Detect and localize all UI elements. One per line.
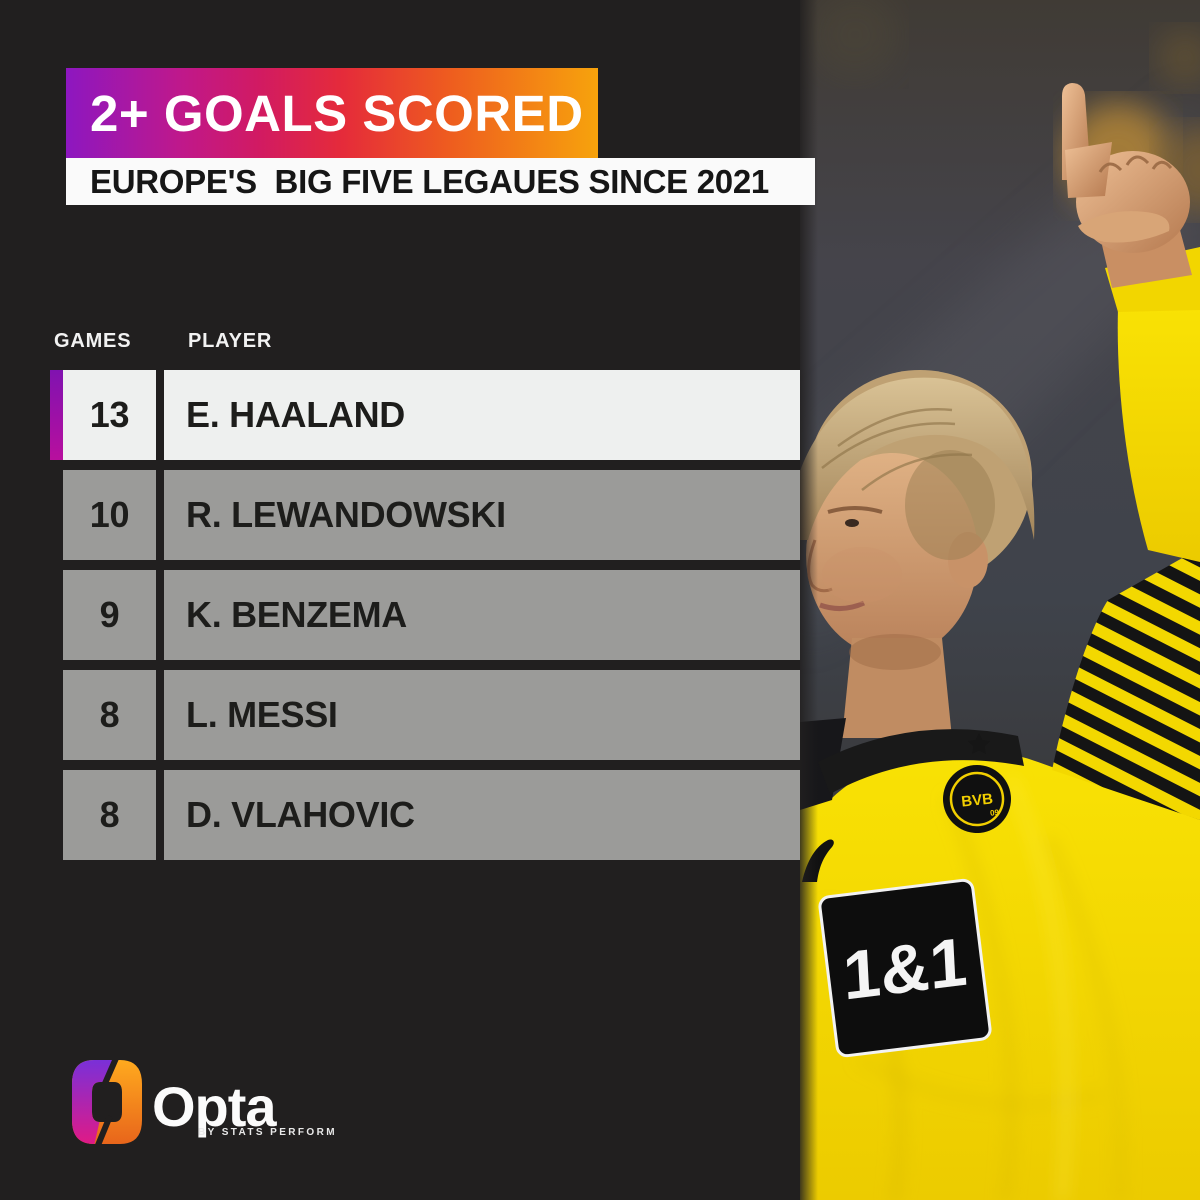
rank-accent-strip — [50, 770, 63, 860]
player-figure: BVB 09 1&1 — [800, 83, 1200, 1200]
games-cell: 13 — [63, 370, 156, 460]
table-rows: 13 E. HAALAND 10 R. LEWANDOWSKI 9 K. BENZEMA 8… — [50, 370, 800, 870]
subtitle-bar: EUROPE'S BIG FIVE LEGAUES SINCE 2021 — [66, 158, 815, 205]
column-header-games: GAMES — [54, 330, 132, 352]
cell-gap — [156, 470, 164, 560]
neck — [842, 638, 952, 738]
table-row: 13 E. HAALAND — [50, 370, 800, 460]
badge-number: 09 — [990, 808, 1000, 818]
championship-star — [967, 733, 991, 754]
games-cell: 8 — [63, 670, 156, 760]
eye — [845, 519, 859, 527]
games-cell: 10 — [63, 470, 156, 560]
table-row: 8 L. MESSI — [50, 670, 800, 760]
pointing-hand — [1062, 83, 1192, 288]
cell-gap — [156, 770, 164, 860]
haaland-photo: BVB 09 1&1 — [800, 0, 1200, 1200]
rank-accent-strip — [50, 670, 63, 760]
column-header-player: PLAYER — [188, 330, 273, 352]
title-banner: 2+ GOALS SCORED — [66, 68, 598, 158]
stats-perform-label: BY STATS PERFORM — [198, 1127, 337, 1138]
rank-accent-strip — [50, 470, 63, 560]
player-cell: K. BENZEMA — [164, 570, 800, 660]
opta-wordmark: Opta — [152, 1075, 277, 1138]
hair-top — [800, 377, 1035, 540]
cell-gap — [156, 370, 164, 460]
page-title: 2+ GOALS SCORED — [90, 84, 584, 142]
rank-accent-strip — [50, 570, 63, 660]
games-cell: 8 — [63, 770, 156, 860]
badge-text: BVB — [961, 790, 994, 810]
rank-accent-strip — [50, 370, 63, 460]
shoulder-stripes — [1052, 548, 1200, 820]
sponsor-patch: 1&1 — [818, 878, 992, 1058]
table-row: 9 K. BENZEMA — [50, 570, 800, 660]
player-cell: R. LEWANDOWSKI — [164, 470, 800, 560]
bvb-badge: BVB 09 — [943, 765, 1011, 833]
sponsor-text: 1&1 — [841, 923, 969, 1014]
cell-gap — [156, 570, 164, 660]
player-cell: D. VLAHOVIC — [164, 770, 800, 860]
player-cell: L. MESSI — [164, 670, 800, 760]
table-row: 10 R. LEWANDOWSKI — [50, 470, 800, 560]
page-subtitle: EUROPE'S BIG FIVE LEGAUES SINCE 2021 — [90, 162, 769, 200]
sleeve — [1117, 305, 1200, 562]
cell-gap — [156, 670, 164, 760]
table-row: 8 D. VLAHOVIC — [50, 770, 800, 860]
games-cell: 9 — [63, 570, 156, 660]
opta-logo-icon — [72, 1058, 142, 1146]
mouth — [819, 600, 866, 611]
player-cell: E. HAALAND — [164, 370, 800, 460]
